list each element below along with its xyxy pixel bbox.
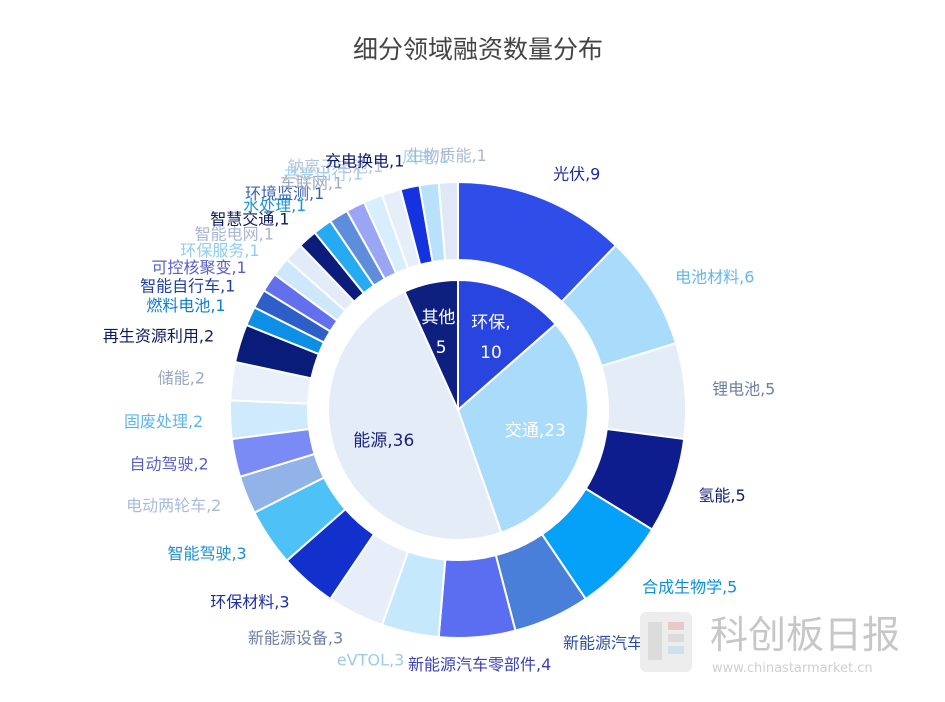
inner-slice-2 [327, 290, 503, 541]
outer-label-12: 自动驾驶,2 [129, 455, 208, 474]
outer-label-28: 风电,1 [402, 148, 449, 167]
outer-label-29: 生物质能,1 [408, 146, 487, 165]
outer-label-15: 再生资源利用,2 [103, 326, 214, 345]
outer-label-19: 环保服务,1 [180, 241, 259, 260]
inner-pie [327, 278, 589, 541]
outer-label-18: 可控核聚变,1 [151, 258, 246, 277]
outer-label-22: 水处理,1 [243, 196, 306, 215]
inner-label-1: 交通,23 [505, 421, 566, 441]
outer-labels: 光伏,9 电池材料,6 锂电池,5 氢能,5 合成生物学,5 新能源汽车,4 新能源汽车零部… [103, 146, 775, 674]
watermark-logo-icon [640, 612, 692, 672]
outer-label-1: 电池材料,6 [675, 267, 754, 286]
outer-label-26: 钠离子电池,1 [288, 157, 383, 176]
watermark: 科创板日报 www.chinastarmarket.cn [640, 612, 900, 676]
outer-label-0: 光伏,9 [553, 164, 600, 183]
inner-label-3: 其他, 5 [421, 308, 460, 358]
inner-label-0: 环保, 10 [471, 313, 510, 363]
watermark-name: 科创板日报 [710, 613, 900, 657]
watermark-url: www.chinastarmarket.cn [712, 661, 873, 676]
outer-label-21: 智慧交通,1 [210, 210, 289, 229]
outer-label-6: 新能源汽车零部件,4 [408, 655, 551, 674]
outer-label-27: 充电换电,1 [325, 152, 404, 171]
inner-labels: 环保, 10 交通,23 能源,36 其他, 5 [353, 308, 566, 451]
outer-label-25: 共享出行,1 [284, 164, 363, 183]
inner-label-2: 能源,36 [353, 431, 414, 451]
chart-title: 细分领域融资数量分布 [353, 35, 603, 64]
outer-label-16: 燃料电池,1 [146, 296, 225, 315]
outer-label-13: 固废处理,2 [124, 412, 203, 431]
inner-slice-0 [457, 278, 557, 413]
outer-label-3: 氢能,5 [698, 486, 745, 505]
outer-label-2: 锂电池,5 [712, 379, 775, 398]
outer-label-11: 电动两轮车,2 [126, 496, 221, 515]
outer-label-10: 智能驾驶,3 [167, 544, 246, 563]
outer-label-9: 环保材料,3 [210, 592, 289, 611]
outer-label-7: eVTOL,3 [337, 650, 404, 669]
inner-slice-1 [456, 322, 589, 534]
outer-label-8: 新能源设备,3 [248, 629, 343, 648]
outer-label-14: 储能,2 [158, 369, 205, 388]
outer-label-20: 智能电网,1 [195, 225, 274, 244]
outer-label-4: 合成生物学,5 [642, 577, 737, 596]
inner-slice-3 [403, 278, 459, 411]
outer-slice-29 [437, 180, 459, 262]
outer-label-5: 新能源汽车,4 [563, 633, 658, 652]
outer-label-23: 环境监测,1 [245, 184, 324, 203]
outer-label-17: 智能自行车,1 [140, 277, 235, 296]
outer-label-24: 车联网,1 [280, 173, 343, 192]
outer-ring [228, 180, 687, 639]
